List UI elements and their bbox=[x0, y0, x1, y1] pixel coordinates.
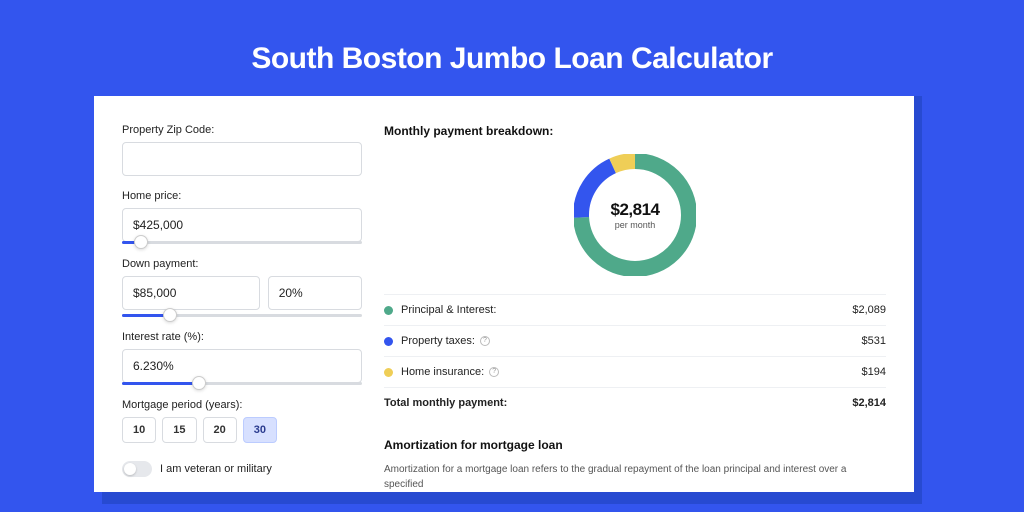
period-field: Mortgage period (years): 1015 2030 bbox=[122, 399, 362, 443]
legend-dot-principal_interest bbox=[384, 306, 393, 315]
period-button-20[interactable]: 20 bbox=[203, 417, 237, 443]
home-price-slider-thumb[interactable] bbox=[134, 235, 148, 249]
interest-label: Interest rate (%): bbox=[122, 331, 362, 343]
breakdown-column: Monthly payment breakdown: $2,814 per mo… bbox=[384, 124, 886, 492]
donut-container: $2,814 per month bbox=[384, 148, 886, 294]
legend-row-property_taxes: Property taxes:?$531 bbox=[384, 325, 886, 356]
legend-row-principal_interest: Principal & Interest:$2,089 bbox=[384, 294, 886, 325]
home-price-field: Home price: bbox=[122, 190, 362, 244]
veteran-row: I am veteran or military bbox=[122, 461, 362, 477]
total-row: Total monthly payment: $2,814 bbox=[384, 387, 886, 418]
period-label: Mortgage period (years): bbox=[122, 399, 362, 411]
down-payment-slider[interactable] bbox=[122, 314, 362, 317]
veteran-toggle[interactable] bbox=[122, 461, 152, 477]
down-payment-label: Down payment: bbox=[122, 258, 362, 270]
legend-label-home_insurance: Home insurance:? bbox=[401, 366, 862, 378]
legend-value-property_taxes: $531 bbox=[862, 335, 886, 347]
breakdown-title: Monthly payment breakdown: bbox=[384, 124, 886, 138]
form-column: Property Zip Code: Home price: Down paym… bbox=[122, 124, 362, 492]
payment-donut-chart: $2,814 per month bbox=[574, 154, 696, 276]
home-price-input[interactable] bbox=[122, 208, 362, 242]
legend-value-principal_interest: $2,089 bbox=[852, 304, 886, 316]
legend-dot-home_insurance bbox=[384, 368, 393, 377]
legend-label-principal_interest: Principal & Interest: bbox=[401, 304, 852, 316]
amortization-body: Amortization for a mortgage loan refers … bbox=[384, 462, 886, 492]
zip-input[interactable] bbox=[122, 142, 362, 176]
calculator-card: Property Zip Code: Home price: Down paym… bbox=[94, 96, 914, 492]
period-button-10[interactable]: 10 bbox=[122, 417, 156, 443]
legend-label-property_taxes: Property taxes:? bbox=[401, 335, 862, 347]
legend-value-home_insurance: $194 bbox=[862, 366, 886, 378]
legend-row-home_insurance: Home insurance:?$194 bbox=[384, 356, 886, 387]
interest-input[interactable] bbox=[122, 349, 362, 383]
page-title: South Boston Jumbo Loan Calculator bbox=[0, 0, 1024, 104]
down-payment-field: Down payment: bbox=[122, 258, 362, 317]
legend-dot-property_taxes bbox=[384, 337, 393, 346]
period-button-15[interactable]: 15 bbox=[162, 417, 196, 443]
down-payment-slider-thumb[interactable] bbox=[163, 308, 177, 322]
veteran-label: I am veteran or military bbox=[160, 463, 272, 475]
period-buttons: 1015 2030 bbox=[122, 417, 362, 443]
zip-field: Property Zip Code: bbox=[122, 124, 362, 176]
info-icon[interactable]: ? bbox=[480, 336, 490, 346]
donut-center: $2,814 per month bbox=[574, 154, 696, 276]
home-price-slider[interactable] bbox=[122, 241, 362, 244]
amortization-title: Amortization for mortgage loan bbox=[384, 438, 886, 452]
total-value: $2,814 bbox=[852, 397, 886, 409]
interest-slider[interactable] bbox=[122, 382, 362, 385]
interest-field: Interest rate (%): bbox=[122, 331, 362, 385]
total-label: Total monthly payment: bbox=[384, 397, 852, 409]
down-payment-percent-input[interactable] bbox=[268, 276, 362, 310]
interest-slider-thumb[interactable] bbox=[192, 376, 206, 390]
down-payment-amount-input[interactable] bbox=[122, 276, 260, 310]
donut-amount: $2,814 bbox=[611, 200, 660, 220]
card-shadow: Property Zip Code: Home price: Down paym… bbox=[102, 96, 922, 504]
zip-label: Property Zip Code: bbox=[122, 124, 362, 136]
home-price-label: Home price: bbox=[122, 190, 362, 202]
donut-sub: per month bbox=[615, 220, 656, 230]
info-icon[interactable]: ? bbox=[489, 367, 499, 377]
period-button-30[interactable]: 30 bbox=[243, 417, 277, 443]
veteran-toggle-knob bbox=[124, 463, 136, 475]
interest-slider-fill bbox=[122, 382, 199, 385]
